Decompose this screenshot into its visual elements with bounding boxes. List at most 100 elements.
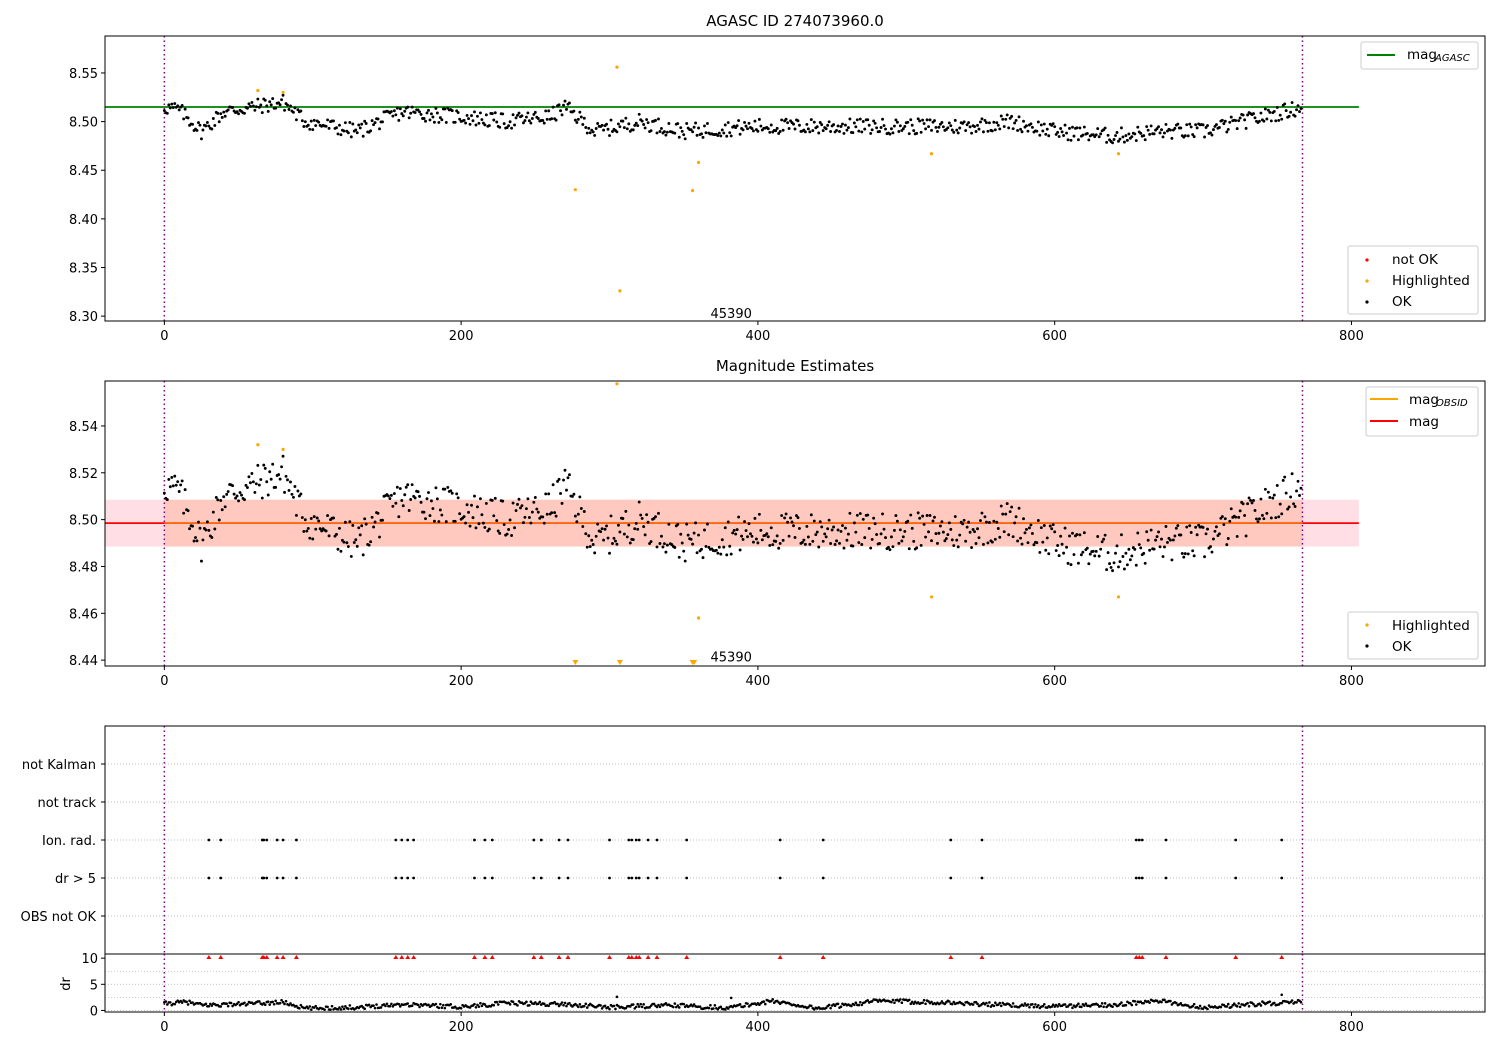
ok-point — [1103, 126, 1107, 130]
ok-point — [398, 487, 402, 491]
ok-point — [665, 130, 669, 134]
ok-point — [986, 541, 990, 545]
flag-point — [483, 876, 487, 880]
ok-point — [750, 534, 754, 538]
ok-point — [315, 516, 319, 520]
dr-point — [600, 1007, 604, 1010]
highlighted-point — [696, 160, 701, 165]
ok-point — [919, 130, 923, 134]
ok-point — [443, 487, 447, 491]
dr-point — [910, 1000, 914, 1004]
dr-point — [866, 999, 870, 1002]
dr-point — [347, 1007, 350, 1010]
ok-point — [596, 522, 600, 526]
ok-point — [1237, 119, 1241, 123]
ok-point — [1007, 533, 1011, 537]
ok-point — [844, 526, 847, 530]
flag-point — [412, 876, 416, 880]
ok-point — [1082, 125, 1086, 129]
ok-point — [873, 522, 877, 526]
ok-point — [585, 545, 589, 549]
dr-point — [716, 1008, 720, 1011]
x-tick-label: 0 — [160, 674, 168, 689]
ok-point — [749, 532, 752, 536]
ok-point — [716, 551, 720, 555]
ok-point — [278, 103, 282, 107]
flag-point — [406, 838, 410, 842]
ok-point — [1022, 517, 1025, 521]
ok-point — [1256, 520, 1260, 524]
ok-point — [657, 511, 660, 515]
ok-point — [979, 519, 982, 522]
ok-point — [530, 510, 534, 514]
ok-point — [277, 473, 281, 477]
dr-point — [924, 1002, 927, 1006]
ok-point — [253, 490, 257, 494]
ok-point — [1007, 126, 1011, 130]
ok-point — [505, 532, 509, 536]
dr-clipped-high-marker — [471, 955, 477, 959]
ok-point — [867, 526, 871, 530]
dr-point — [723, 1008, 727, 1011]
ok-point — [1281, 478, 1285, 482]
ok-point — [1263, 107, 1267, 111]
ok-point — [376, 511, 380, 515]
dr-point — [168, 1001, 172, 1004]
ok-point — [723, 526, 727, 530]
flag-point — [394, 838, 398, 842]
ok-point — [1047, 134, 1051, 138]
ok-point — [1111, 141, 1114, 145]
ok-point — [392, 492, 396, 495]
ok-point — [746, 127, 749, 131]
ok-point — [790, 520, 794, 524]
flag-point — [281, 838, 285, 842]
ok-point — [606, 536, 610, 540]
dr-point — [427, 1003, 430, 1007]
ok-point — [961, 522, 965, 526]
ok-point — [631, 538, 635, 542]
dr-point — [971, 1003, 975, 1006]
ok-point — [1041, 129, 1045, 133]
dr-point — [1037, 1003, 1040, 1007]
dr-point — [1290, 999, 1294, 1002]
ok-point — [821, 539, 825, 543]
ok-point — [349, 135, 353, 139]
ok-point — [1004, 512, 1008, 516]
flag-point — [685, 838, 689, 842]
ok-point — [1002, 125, 1006, 129]
magnitude-legend-ok-label: OK — [1392, 639, 1413, 655]
ok-point — [271, 462, 275, 466]
ok-point — [177, 490, 181, 493]
flag-point — [566, 876, 570, 880]
ok-point — [881, 512, 884, 516]
ok-point — [1229, 507, 1233, 511]
ok-point — [854, 530, 858, 534]
ok-point — [1082, 531, 1086, 535]
ok-point — [556, 479, 560, 483]
ok-point — [213, 124, 217, 127]
dr-clipped-high-marker — [1163, 955, 1169, 959]
ok-point — [800, 540, 804, 544]
ok-point — [956, 131, 960, 135]
ok-point — [1209, 131, 1212, 135]
dr-point — [1163, 998, 1166, 1002]
ok-point — [615, 130, 619, 134]
ok-point — [395, 485, 399, 489]
dr-point — [1280, 1001, 1284, 1005]
ok-point — [608, 551, 611, 555]
ok-point — [480, 118, 484, 122]
dr-point — [1197, 1007, 1200, 1010]
ok-point — [977, 127, 981, 131]
ok-point — [740, 534, 744, 538]
dr-point — [1124, 1003, 1128, 1007]
y-tick-label: 10 — [81, 952, 98, 967]
dr-point — [173, 1002, 177, 1006]
ok-point — [824, 535, 828, 539]
ok-point — [673, 546, 677, 549]
dr-point — [496, 1003, 500, 1006]
ok-point — [937, 531, 941, 535]
ok-point — [781, 538, 785, 542]
ok-point — [1069, 138, 1073, 142]
ok-point — [514, 509, 518, 513]
highlighted-point — [281, 90, 285, 95]
